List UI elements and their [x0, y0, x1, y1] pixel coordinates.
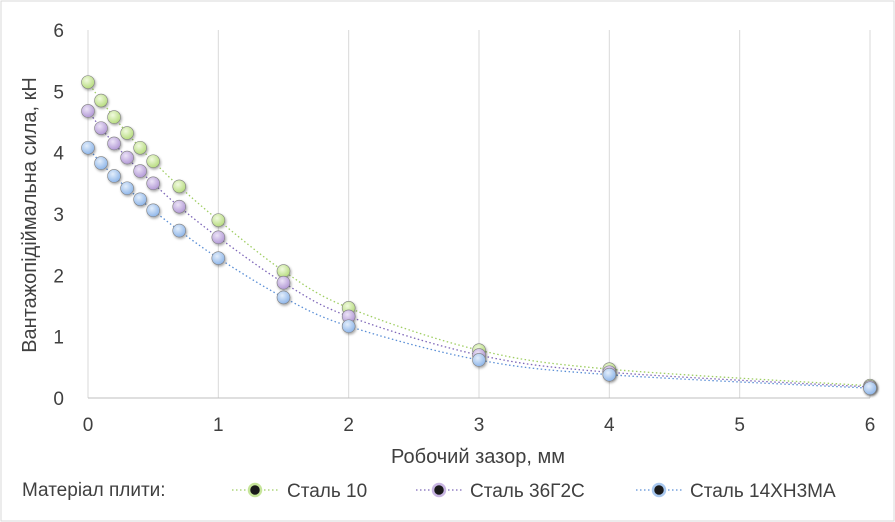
data-point-series-2	[120, 150, 134, 165]
x-tick-label: 4	[604, 415, 615, 436]
legend-label-series-2: Сталь 36Г2С	[470, 481, 585, 502]
data-point-series-3	[81, 140, 95, 155]
data-point-series-2	[81, 104, 95, 118]
trendline-series-3	[87, 147, 871, 389]
data-point-series-1	[133, 140, 147, 155]
legend-title: Матеріал плити:	[22, 480, 166, 501]
x-tick-label: 0	[83, 415, 94, 436]
data-point-series-1	[276, 264, 291, 278]
y-tick-labels: 0 1 2 3 4 5 6	[53, 21, 64, 410]
data-point-series-3	[602, 367, 617, 382]
data-point-series-2	[276, 275, 291, 290]
y-tick-label: 5	[53, 82, 64, 103]
trendlines	[87, 81, 871, 389]
data-point-series-2	[211, 230, 226, 245]
legend-marker-series-1	[247, 482, 263, 498]
data-point-series-2	[94, 121, 108, 135]
data-point-series-1	[172, 179, 187, 194]
y-tick-label: 0	[53, 389, 64, 410]
data-point-series-1	[120, 126, 134, 140]
data-point-series-1	[94, 93, 108, 108]
y-tick-label: 3	[53, 205, 64, 226]
data-point-series-3	[472, 353, 486, 367]
y-tick-label: 4	[53, 144, 64, 165]
data-point-series-1	[81, 75, 95, 89]
legend-label-series-1: Сталь 10	[287, 481, 367, 502]
data-point-series-1	[211, 213, 226, 227]
data-point-series-2	[107, 136, 121, 151]
data-point-series-3	[276, 290, 291, 305]
legend-marker-series-2	[431, 482, 447, 498]
data-point-series-1	[107, 110, 121, 124]
legend-marker-series-3	[651, 482, 667, 498]
data-point-series-3	[146, 203, 160, 218]
data-point-series-3	[863, 381, 877, 395]
data-point-series-2	[146, 176, 160, 191]
y-tick-label: 6	[53, 21, 64, 42]
data-point-series-2	[133, 164, 147, 178]
x-tick-label: 6	[865, 415, 876, 436]
x-tick-label: 1	[213, 415, 224, 436]
data-point-series-3	[172, 223, 187, 238]
legend: Матеріал плити: Сталь 10 Сталь 36Г2С Сталь…	[22, 480, 836, 502]
x-axis-title: Робочий зазор, мм	[391, 446, 565, 468]
y-tick-label: 2	[53, 266, 64, 287]
data-point-series-3	[211, 251, 226, 265]
legend-label-series-3: Сталь 14ХН3МА	[690, 481, 836, 502]
x-tick-labels: 0 1 2 3 4 5 6	[83, 415, 876, 436]
data-point-series-3	[107, 169, 121, 183]
data-point-series-3	[133, 192, 147, 207]
data-markers	[81, 75, 877, 395]
x-tick-label: 2	[343, 415, 354, 436]
grid-lines	[87, 30, 871, 398]
x-tick-label: 3	[474, 415, 485, 436]
y-tick-label: 1	[53, 328, 64, 349]
data-point-series-2	[172, 199, 187, 214]
data-point-series-1	[146, 154, 160, 169]
data-point-series-3	[120, 181, 134, 196]
x-tick-label: 5	[734, 415, 745, 436]
data-point-series-3	[94, 156, 108, 170]
data-point-series-3	[341, 319, 356, 334]
y-axis-title: Вантажопідіймальна сила, кН	[19, 77, 41, 353]
